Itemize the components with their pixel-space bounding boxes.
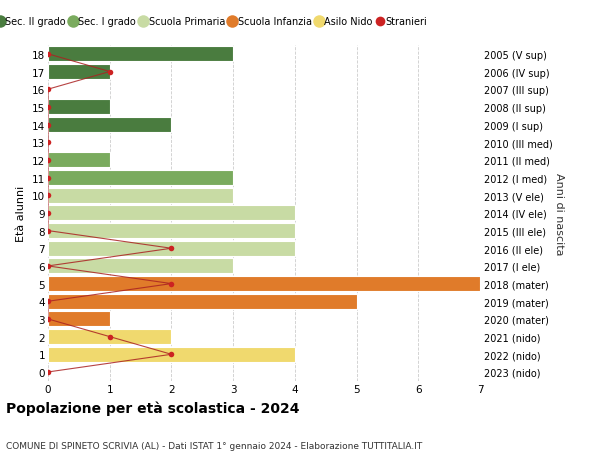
Point	[43, 174, 53, 182]
Point	[43, 51, 53, 58]
Bar	[48, 206, 295, 221]
Point	[43, 210, 53, 217]
Bar	[48, 118, 172, 133]
Point	[167, 245, 176, 252]
Point	[43, 263, 53, 270]
Bar	[48, 241, 295, 256]
Bar	[48, 47, 233, 62]
Bar	[48, 188, 233, 203]
Point	[43, 104, 53, 111]
Point	[43, 139, 53, 146]
Point	[43, 316, 53, 323]
Bar	[48, 224, 295, 239]
Point	[167, 351, 176, 358]
Bar	[48, 276, 480, 291]
Bar	[48, 259, 233, 274]
Point	[105, 333, 115, 341]
Point	[43, 227, 53, 235]
Text: COMUNE DI SPINETO SCRIVIA (AL) - Dati ISTAT 1° gennaio 2024 - Elaborazione TUTTI: COMUNE DI SPINETO SCRIVIA (AL) - Dati IS…	[6, 441, 422, 450]
Point	[43, 369, 53, 376]
Bar	[48, 330, 172, 344]
Point	[167, 280, 176, 288]
Point	[43, 86, 53, 94]
Bar	[48, 312, 110, 327]
Point	[43, 122, 53, 129]
Y-axis label: Età alunni: Età alunni	[16, 185, 26, 241]
Legend: Sec. II grado, Sec. I grado, Scuola Primaria, Scuola Infanzia, Asilo Nido, Stran: Sec. II grado, Sec. I grado, Scuola Prim…	[0, 17, 427, 27]
Point	[43, 192, 53, 200]
Text: Popolazione per età scolastica - 2024: Popolazione per età scolastica - 2024	[6, 401, 299, 415]
Y-axis label: Anni di nascita: Anni di nascita	[554, 172, 564, 255]
Bar	[48, 171, 233, 185]
Bar	[48, 100, 110, 115]
Bar	[48, 153, 110, 168]
Point	[105, 69, 115, 76]
Point	[43, 298, 53, 305]
Bar	[48, 294, 356, 309]
Bar	[48, 65, 110, 80]
Bar	[48, 347, 295, 362]
Point	[43, 157, 53, 164]
